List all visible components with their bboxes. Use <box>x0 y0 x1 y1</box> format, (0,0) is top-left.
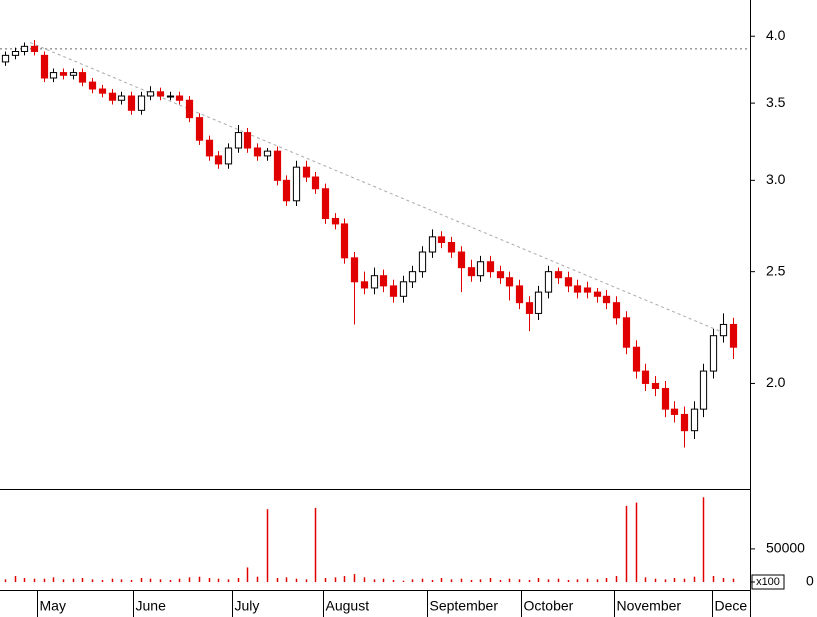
candle-body <box>59 72 68 76</box>
candle-body <box>156 91 165 97</box>
y-tick-label: 0 <box>806 573 814 589</box>
x-tick-label: Dece <box>715 598 748 614</box>
candle-body <box>593 291 602 297</box>
x-tick-label: July <box>235 598 260 614</box>
candle-body <box>78 72 87 83</box>
candle-body <box>321 188 330 219</box>
candle-body <box>408 271 417 283</box>
candle-body <box>108 92 117 101</box>
y-tick-label: 2.0 <box>766 374 786 390</box>
candle-body <box>69 72 78 76</box>
candle-body <box>418 251 427 273</box>
candle-body <box>534 291 543 314</box>
candle-body <box>292 166 301 202</box>
candle-body <box>98 88 107 94</box>
candle-body <box>166 95 175 98</box>
candle-body <box>632 346 641 372</box>
candle-body <box>302 166 311 178</box>
candle-body <box>505 277 514 287</box>
candle-body <box>243 132 252 149</box>
candle-body <box>253 147 262 157</box>
candle-body <box>476 261 485 277</box>
candle-body <box>573 285 582 293</box>
candle-body <box>175 95 184 101</box>
candle-body <box>496 271 505 279</box>
candle-body <box>651 382 660 389</box>
candle-body <box>127 95 136 111</box>
candle-body <box>331 217 340 225</box>
candle-body <box>564 277 573 287</box>
candle-body <box>602 295 611 304</box>
candle-body <box>670 408 679 415</box>
y-tick-label: 3.0 <box>766 171 786 187</box>
candle-body <box>622 317 631 348</box>
candle-body <box>554 271 563 279</box>
candle-body <box>224 147 233 165</box>
candle-body <box>263 150 272 157</box>
candle-body <box>11 50 20 56</box>
candle-body <box>214 155 223 165</box>
y-tick-label: 2.5 <box>766 262 786 278</box>
candle-body <box>311 176 320 190</box>
candle-body <box>1 54 10 63</box>
x-tick-label: October <box>524 598 574 614</box>
candle-body <box>525 302 534 314</box>
candle-body <box>137 95 146 111</box>
candle-body <box>379 275 388 287</box>
candle-body <box>690 408 699 432</box>
trendline <box>29 42 721 332</box>
candle-body <box>360 281 369 289</box>
candle-body <box>273 150 282 181</box>
candle-body <box>30 45 39 52</box>
x-tick-label: September <box>430 598 499 614</box>
candle-body <box>234 132 243 149</box>
candle-body <box>146 91 155 97</box>
x-tick-label: May <box>40 598 66 614</box>
candle-body <box>486 261 495 273</box>
candle-body <box>117 95 126 101</box>
y-tick-label: 4.0 <box>766 27 786 43</box>
candle-body <box>680 413 689 432</box>
candle-body <box>195 117 204 141</box>
candle-body <box>350 257 359 283</box>
candle-body <box>185 99 194 119</box>
candle-body <box>457 251 466 269</box>
candle-body <box>583 287 592 293</box>
candle-body <box>88 81 97 90</box>
candle-body <box>49 72 58 79</box>
candle-body <box>709 335 718 372</box>
y-tick-label: 3.5 <box>766 94 786 110</box>
candle-body <box>428 236 437 253</box>
candle-body <box>205 139 214 157</box>
candle-body <box>447 241 456 253</box>
candle-body <box>544 271 553 293</box>
x-tick-label: August <box>326 598 370 614</box>
candle-body <box>641 370 650 384</box>
candle-body <box>340 223 349 259</box>
candle-body <box>612 302 621 319</box>
x-tick-label: November <box>617 598 682 614</box>
x-tick-label: June <box>136 598 167 614</box>
unit-label: x100 <box>756 576 780 588</box>
candle-body <box>437 236 446 243</box>
candle-body <box>699 370 708 410</box>
candle-body <box>399 281 408 297</box>
candle-body <box>719 323 728 337</box>
y-tick-label: 50000 <box>766 540 805 556</box>
candle-body <box>729 323 738 348</box>
candle-body <box>515 285 524 304</box>
candle-body <box>20 45 29 52</box>
candle-body <box>467 267 476 277</box>
candle-body <box>389 285 398 297</box>
candle-body <box>40 54 49 79</box>
candle-body <box>661 387 670 410</box>
candle-body <box>370 275 379 289</box>
candle-body <box>282 179 291 202</box>
